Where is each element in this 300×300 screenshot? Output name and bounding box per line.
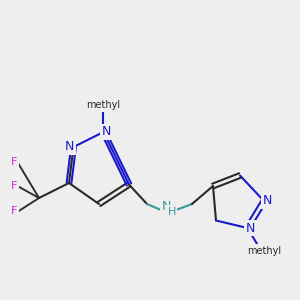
Text: N: N xyxy=(162,200,171,213)
Text: N: N xyxy=(246,221,255,235)
Text: H: H xyxy=(167,207,176,217)
Text: F: F xyxy=(11,157,17,167)
Text: N: N xyxy=(262,194,272,208)
Text: N: N xyxy=(65,140,75,154)
Text: F: F xyxy=(11,181,17,191)
Text: methyl: methyl xyxy=(248,245,282,256)
Text: N: N xyxy=(102,125,111,139)
Text: F: F xyxy=(11,206,18,217)
Text: methyl: methyl xyxy=(86,100,121,110)
